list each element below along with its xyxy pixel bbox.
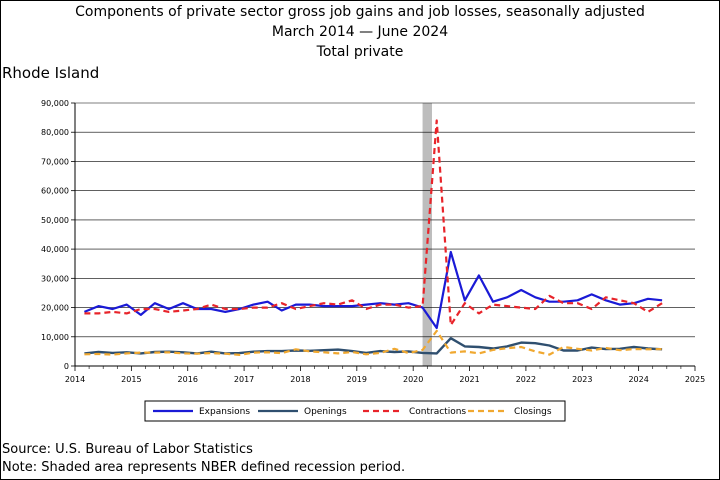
legend-label-expansions: Expansions [199, 407, 250, 417]
chart-date-range: March 2014 — June 2024 [0, 24, 720, 41]
source-note: Source: U.S. Bureau of Labor Statistics [2, 442, 253, 457]
y-tick-label: 40,000 [41, 245, 69, 254]
date-range-end: June 2024 [377, 24, 449, 40]
date-range-dash: — [359, 24, 374, 40]
y-tick-label: 10,000 [41, 333, 69, 342]
region-label: Rhode Island [2, 64, 100, 82]
date-range-start: March 2014 [271, 24, 355, 40]
recession-note: Note: Shaded area represents NBER define… [2, 460, 406, 475]
legend-label-openings: Openings [304, 407, 347, 417]
legend-box [144, 400, 566, 422]
y-tick-label: 70,000 [41, 157, 69, 166]
contractions-series-line [84, 119, 663, 327]
expansions-series-line [83, 250, 663, 330]
x-tick-label: 2025 [685, 375, 705, 384]
openings-series-line [84, 337, 663, 355]
y-tick-label: 50,000 [41, 216, 69, 225]
x-tick-label: 2018 [290, 375, 310, 384]
y-tick-label: 20,000 [41, 304, 69, 313]
chart-title: Components of private sector gross job g… [75, 4, 645, 20]
x-tick-label: 2016 [178, 375, 198, 384]
x-tick-label: 2020 [403, 375, 423, 384]
x-tick-label: 2023 [572, 375, 592, 384]
x-tick-label: 2022 [516, 375, 536, 384]
x-tick-label: 2014 [65, 375, 85, 384]
x-tick-label: 2024 [628, 375, 648, 384]
y-tick-label: 90,000 [41, 99, 69, 108]
chart-subtitle: Total private [316, 44, 404, 60]
y-tick-label: 80,000 [41, 128, 69, 137]
legend-label-closings: Closings [514, 407, 552, 417]
legend-label-contractions: Contractions [409, 407, 466, 417]
y-tick-label: 60,000 [41, 187, 69, 196]
x-tick-label: 2021 [459, 375, 479, 384]
y-tick-label: 0 [64, 362, 69, 371]
y-tick-label: 30,000 [41, 274, 69, 283]
x-tick-label: 2017 [234, 375, 254, 384]
recession-shading [422, 103, 432, 366]
x-tick-label: 2019 [347, 375, 367, 384]
closings-series-line [84, 329, 663, 356]
x-tick-label: 2015 [121, 375, 141, 384]
